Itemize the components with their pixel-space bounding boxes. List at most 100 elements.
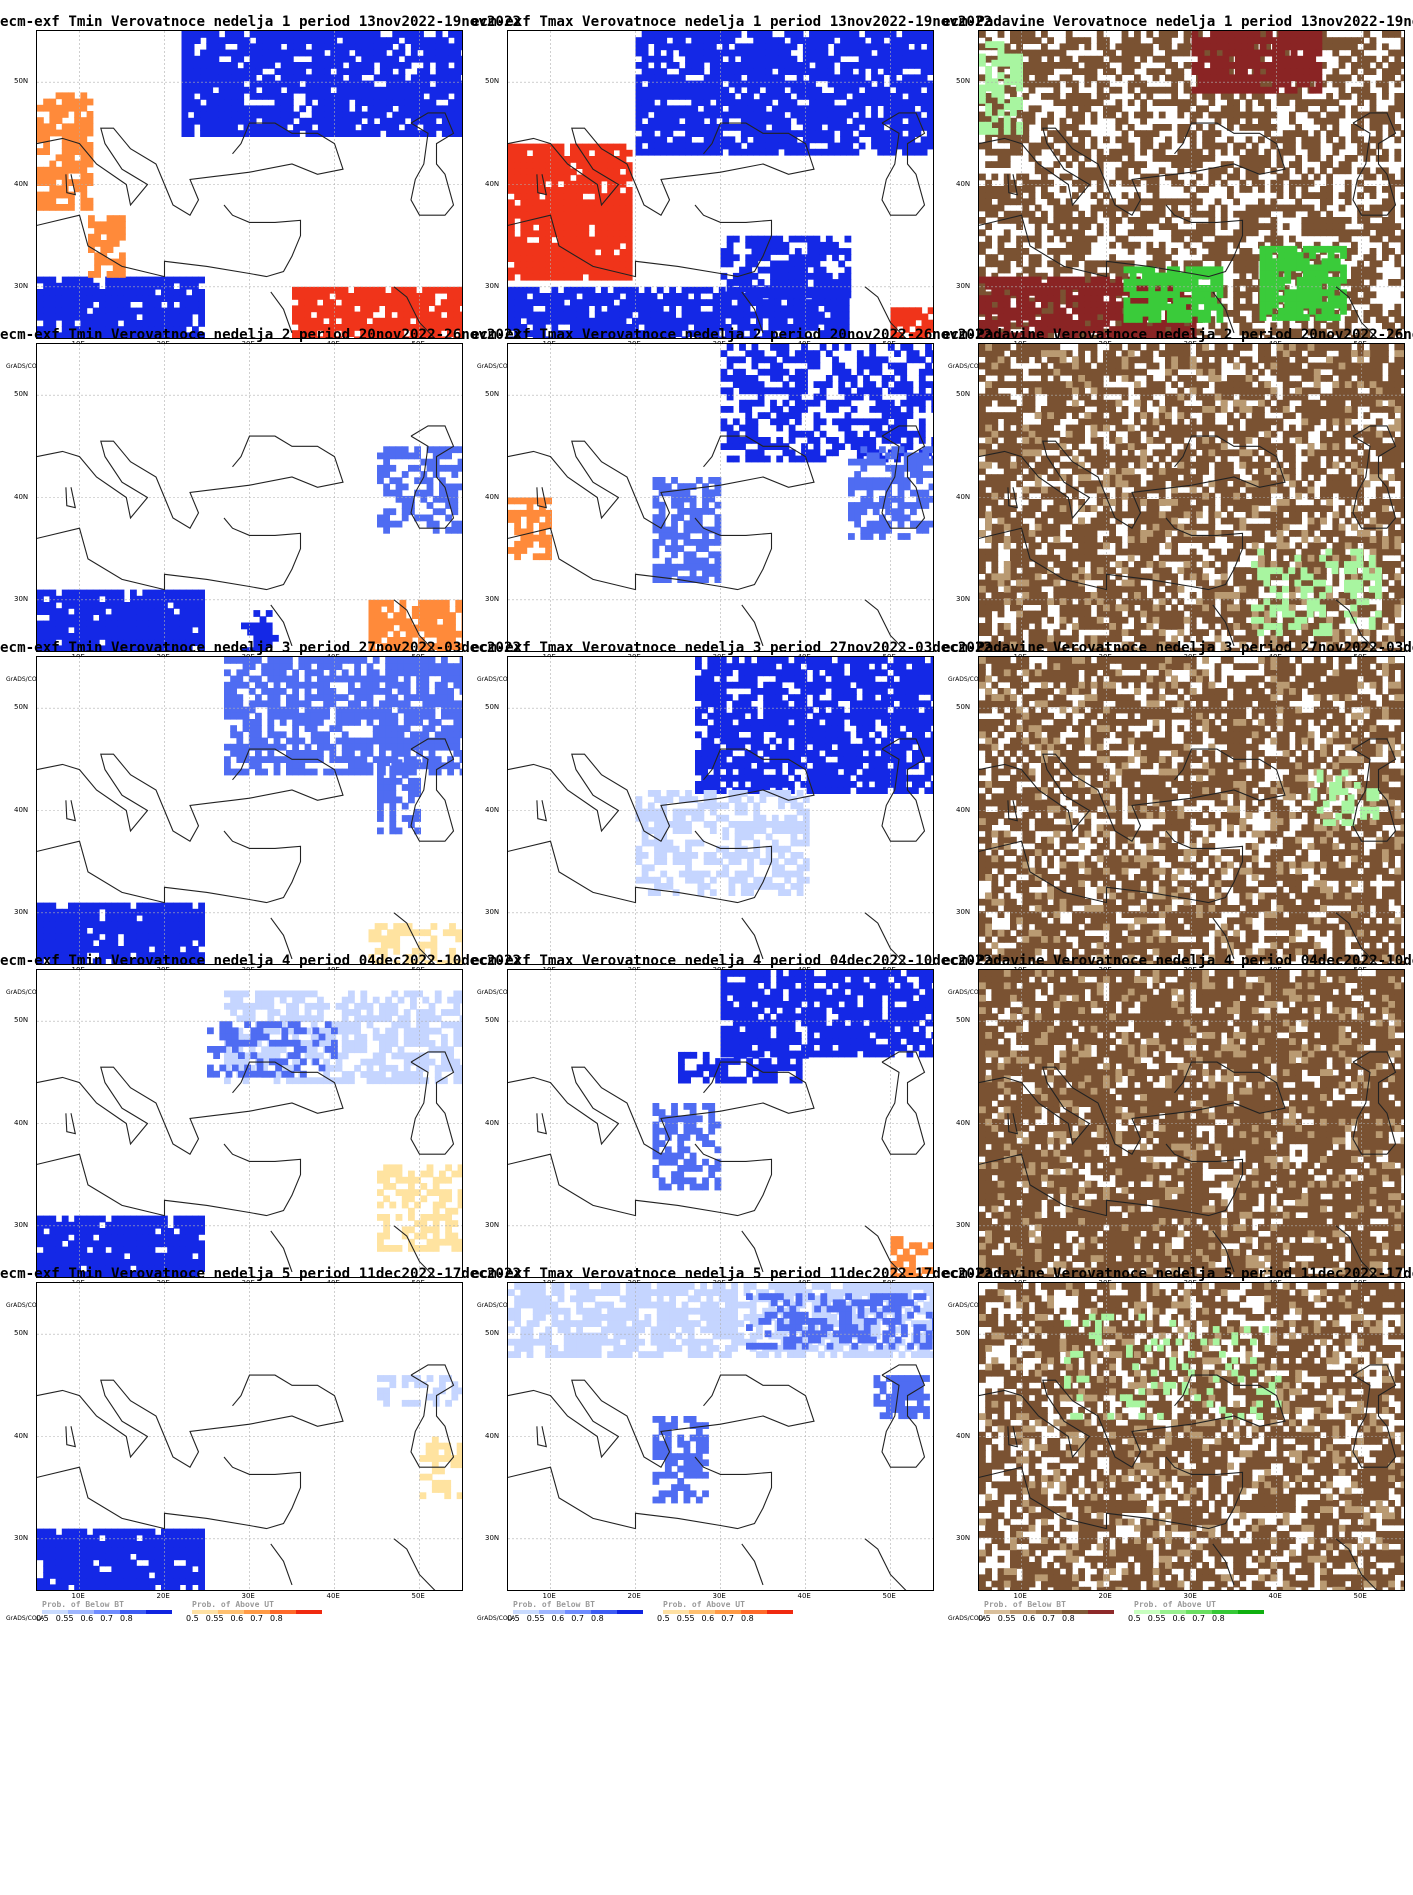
probability-cell	[802, 62, 810, 69]
probability-cell	[709, 68, 717, 75]
probability-cell	[1158, 254, 1166, 261]
probability-cell	[460, 93, 462, 100]
probability-cell	[545, 199, 552, 207]
probability-cell	[1400, 248, 1404, 255]
probability-cell	[728, 111, 736, 119]
probability-cell	[342, 37, 350, 44]
probability-cell	[985, 260, 992, 268]
probability-cell	[883, 62, 891, 69]
probability-cell	[697, 37, 705, 44]
probability-cell	[1084, 279, 1092, 286]
probability-cell	[588, 187, 596, 194]
probability-cell	[1171, 80, 1178, 88]
probability-cell	[1127, 55, 1135, 63]
probability-cell	[1072, 43, 1079, 51]
probability-cell	[985, 99, 992, 106]
probability-cell	[557, 230, 565, 238]
probability-cell	[397, 286, 405, 294]
probability-cell	[1059, 74, 1067, 82]
probability-cell	[809, 99, 816, 106]
probability-cell	[385, 317, 392, 325]
probability-cell	[920, 105, 928, 113]
probability-cell	[601, 242, 608, 250]
probability-cell	[86, 111, 94, 118]
probability-cell	[732, 279, 740, 286]
probability-cell	[594, 174, 602, 182]
probability-cell	[1394, 254, 1402, 261]
probability-cell	[68, 204, 75, 211]
probability-cell	[336, 55, 344, 63]
probability-cell	[1034, 105, 1042, 113]
probability-cell	[341, 293, 349, 300]
probability-cell	[237, 117, 245, 125]
probability-cell	[1072, 254, 1079, 261]
probability-cell	[545, 187, 552, 194]
lat-tick-label: 50N	[14, 77, 28, 85]
probability-cell	[68, 104, 75, 112]
probability-cell	[753, 111, 761, 119]
probability-cell	[1369, 173, 1377, 181]
probability-cell	[440, 299, 448, 306]
probability-cell	[703, 74, 711, 82]
probability-cell	[1109, 86, 1116, 94]
probability-cell	[1227, 136, 1234, 144]
probability-cell	[119, 258, 126, 266]
probability-cell	[94, 233, 101, 241]
probability-cell	[1016, 241, 1023, 249]
probability-cell	[379, 111, 387, 119]
probability-cell	[889, 62, 897, 69]
probability-cell	[61, 191, 69, 199]
probability-cell	[391, 330, 398, 337]
probability-cell	[1320, 43, 1327, 51]
probability-cell	[286, 99, 294, 106]
probability-cell	[836, 311, 844, 319]
probability-cell	[979, 198, 986, 206]
probability-cell	[1146, 186, 1154, 193]
probability-cell	[292, 330, 299, 337]
probability-cell	[793, 330, 800, 337]
probability-cell	[86, 295, 94, 302]
probability-cell	[1084, 167, 1092, 175]
probability-cell	[117, 282, 125, 290]
probability-cell	[749, 324, 757, 331]
probability-cell	[644, 330, 652, 337]
probability-cell	[316, 324, 324, 331]
probability-cell	[545, 299, 552, 306]
probability-cell	[49, 313, 57, 321]
probability-cell	[80, 148, 88, 155]
probability-cell	[111, 307, 119, 315]
probability-cell	[1072, 111, 1079, 119]
probability-cell	[1134, 80, 1141, 88]
probability-cell	[299, 74, 307, 82]
probability-cell	[1245, 217, 1253, 224]
probability-cell	[280, 93, 288, 100]
probability-cell	[607, 156, 614, 163]
probability-cell	[557, 205, 565, 213]
probability-cell	[563, 317, 571, 325]
probability-cell	[641, 86, 649, 94]
probability-cell	[206, 49, 214, 57]
probability-cell	[454, 31, 462, 38]
probability-cell	[1251, 210, 1259, 218]
probability-cell	[142, 326, 150, 333]
probability-cell	[678, 80, 686, 88]
probability-cell	[619, 162, 627, 169]
probability-cell	[397, 330, 405, 337]
probability-cell	[576, 193, 583, 200]
probability-cell	[1344, 43, 1352, 51]
probability-cell	[1096, 43, 1104, 51]
probability-cell	[55, 307, 63, 315]
probability-cell	[373, 37, 381, 44]
probability-cell	[759, 99, 767, 106]
probability-cell	[341, 330, 349, 337]
probability-cell	[218, 111, 226, 119]
probability-cell	[830, 317, 838, 325]
probability-cell	[360, 286, 367, 294]
probability-cell	[809, 31, 816, 38]
probability-cell	[1369, 111, 1377, 119]
probability-cell	[55, 289, 63, 296]
probability-cell	[1258, 99, 1265, 106]
probability-cell	[206, 99, 214, 106]
probability-cell	[1090, 192, 1098, 199]
probability-cell	[112, 221, 120, 229]
